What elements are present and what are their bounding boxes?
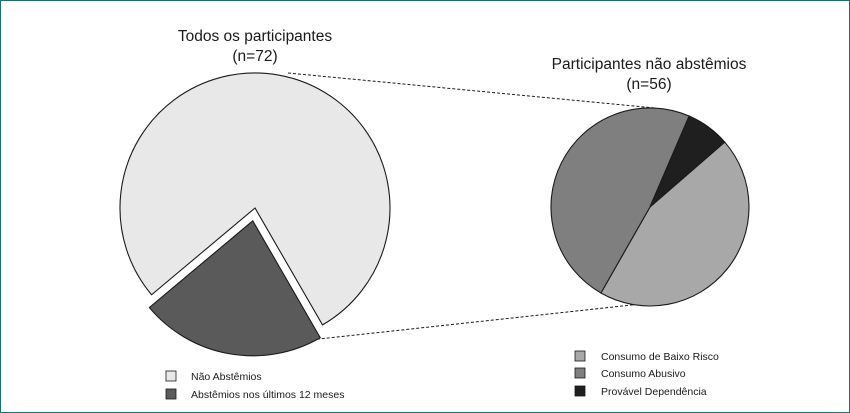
legend-label: Consumo de Baixo Risco: [601, 351, 719, 363]
legend-item-abusivo: Consumo Abusivo: [574, 367, 686, 380]
legend-label: Consumo Abusivo: [601, 368, 686, 380]
pie-chart-all-participants: [119, 72, 391, 357]
legend-swatch: [574, 350, 586, 362]
left-chart-subtitle: (n=72): [232, 48, 277, 65]
pie-slice-consumo-de-baixo-risco: [600, 141, 750, 307]
right-chart-title: Participantes não abstêmios: [552, 56, 747, 73]
pie-slice-nao-abstemios: [119, 72, 391, 326]
legend-swatch: [165, 388, 177, 400]
legend-label: Provável Dependência: [601, 386, 707, 398]
pie-chart-non-abstainers: [550, 107, 750, 307]
legend-swatch: [574, 385, 586, 397]
pie-slice-consumo-abusivo: [550, 107, 690, 294]
pie-slice-abstemios-nos-ultimos-12-meses: [148, 219, 321, 357]
legend-item-nao-abstemios: Não Abstêmios: [165, 370, 262, 383]
left-legend: Não Abstêmios Abstêmios nos últimos 12 m…: [165, 370, 344, 401]
legend-item-baixo-risco: Consumo de Baixo Risco: [574, 350, 719, 363]
legend-label: Abstêmios nos últimos 12 meses: [191, 389, 344, 401]
left-chart-title: Todos os participantes: [178, 28, 332, 45]
legend-item-dependencia: Provável Dependência: [574, 385, 707, 398]
right-chart-subtitle: (n=56): [626, 76, 671, 93]
pie-slice-provavel-dependencia: [649, 115, 726, 208]
right-legend: Consumo de Baixo Risco Consumo Abusivo P…: [574, 350, 719, 398]
legend-swatch: [574, 367, 586, 379]
legend-label: Não Abstêmios: [191, 371, 262, 383]
legend-item-abstemios: Abstêmios nos últimos 12 meses: [165, 388, 344, 401]
legend-swatch: [165, 370, 177, 382]
connector-line-top: [287, 72, 656, 109]
connector-line-bottom: [281, 302, 651, 344]
